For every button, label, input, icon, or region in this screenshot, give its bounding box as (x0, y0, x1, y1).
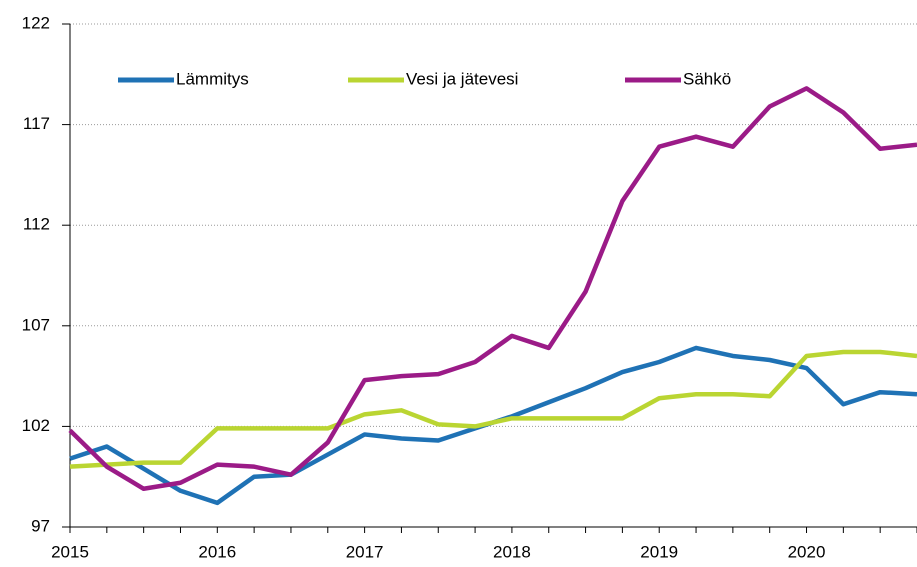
legend-label: Vesi ja jätevesi (406, 69, 518, 88)
x-tick-label: 2019 (640, 542, 678, 561)
legend-label: Lämmitys (176, 69, 249, 88)
y-tick-label: 122 (22, 13, 50, 32)
y-tick-label: 107 (22, 315, 50, 334)
y-tick-label: 102 (22, 416, 50, 435)
x-tick-label: 2018 (493, 542, 531, 561)
line-series (69, 349, 917, 469)
x-tick-label: 2015 (51, 542, 89, 561)
x-tick-label: 2016 (198, 542, 236, 561)
line-series (68, 86, 917, 492)
y-tick-label: 117 (23, 114, 50, 133)
x-tick-label: 2020 (788, 542, 826, 561)
y-tick-label: 112 (23, 215, 50, 234)
legend-label: Sähkö (683, 69, 731, 88)
x-tick-label: 2017 (346, 542, 384, 561)
y-tick-label: 97 (31, 516, 50, 535)
